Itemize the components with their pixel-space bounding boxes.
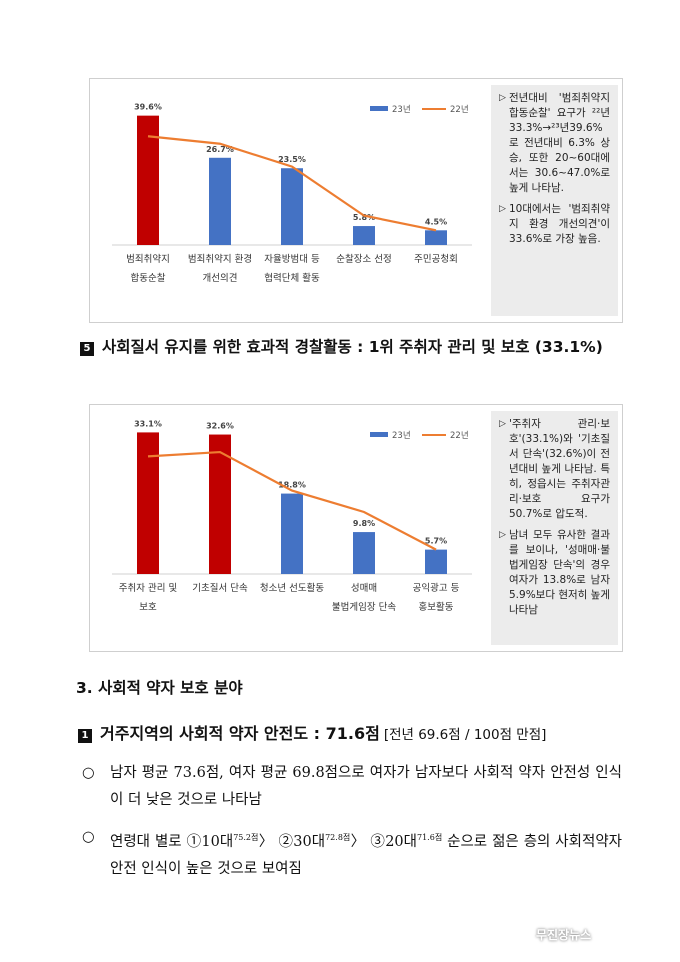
data-label: 5.7% <box>425 537 447 546</box>
bar <box>209 157 231 245</box>
bar <box>281 493 303 574</box>
category-label: 순찰장소 선정 <box>336 254 391 265</box>
bar-chart-2: 33.1% 32.6% 18.8% 9.8% 5.7% 주취자 관리 및보호 기초질서 단속… <box>112 419 472 613</box>
data-label: 5.8% <box>353 213 375 222</box>
notes-box-2: ▷ '주취자 관리·보호'(33.1%)와 '기초질서 단속'(32.6%)이 전… <box>491 411 618 645</box>
bar <box>137 432 159 574</box>
legend-label: 22년 <box>450 430 469 441</box>
category-label: 범죄취약지 환경 <box>188 253 252 265</box>
category-label: 개선의견 <box>203 272 238 284</box>
category-label: 공익광고 등 <box>413 582 460 594</box>
category-label: 홍보활동 <box>419 601 454 613</box>
note-item: ▷ '주취자 관리·보호'(33.1%)와 '기초질서 단속'(32.6%)이 전… <box>499 418 610 520</box>
number-box: 1 <box>78 729 92 743</box>
line-series <box>147 135 437 232</box>
data-label: 39.6% <box>134 103 162 112</box>
bullet-item: ○ 남자 평균 73.6점, 여자 평균 69.8점으로 여자가 남자보다 사회… <box>82 760 622 814</box>
category-label: 합동순찰 <box>131 273 166 284</box>
legend-label: 23년 <box>392 104 411 115</box>
bar <box>425 230 447 245</box>
data-label: 26.7% <box>206 145 234 154</box>
notes-box-1: ▷ 전년대비 '범죄취약지 합동순찰' 요구가 ²²년33.3%→²³년39.6%… <box>491 85 618 316</box>
legend-swatch-bar <box>370 432 388 437</box>
category-label: 기초질서 단속 <box>192 582 248 594</box>
bullet-item: ○ 연령대 별로 ①10대75.2점〉 ②30대72.8점〉 ③20대71.6점… <box>82 824 622 883</box>
data-label: 18.8% <box>278 481 306 490</box>
category-label: 범죄취약지 <box>126 253 170 265</box>
category-label: 보호 <box>139 602 157 613</box>
data-label: 32.6% <box>206 422 234 431</box>
bullet-marker: ○ <box>82 765 95 781</box>
data-label: 23.5% <box>278 155 306 164</box>
data-label: 9.8% <box>353 519 375 528</box>
legend-swatch-bar <box>370 106 388 111</box>
bar <box>425 549 447 574</box>
data-label: 4.5% <box>425 217 447 226</box>
section-title: 3. 사회적 약자 보호 분야 <box>76 679 243 697</box>
note-item: ▷ 전년대비 '범죄취약지 합동순찰' 요구가 ²²년33.3%→²³년39.6%… <box>499 92 610 194</box>
watermark-logo: 무진장뉴스 <box>536 928 592 942</box>
bar <box>209 434 231 574</box>
category-label: 청소년 선도활동 <box>260 582 324 594</box>
legend-label: 23년 <box>392 430 411 441</box>
category-label: 협력단체 활동 <box>264 272 320 284</box>
note-item: ▷ 남녀 모두 유사한 결과를 보이나, '성매매·불법게임장 단속'의 경우 여… <box>499 529 610 616</box>
bullet-marker: ○ <box>82 829 95 845</box>
category-label: 자율방범대 등 <box>264 254 320 265</box>
note-item: ▷ 10대에서는 '범죄취약지 환경 개선의견'이 33.6%로 가장 높음. <box>499 203 610 245</box>
category-label: 성매매 <box>351 583 377 594</box>
category-label: 주취자 관리 및 <box>119 582 178 594</box>
data-label: 33.1% <box>134 419 162 428</box>
bar <box>353 532 375 574</box>
bar <box>281 168 303 245</box>
bar <box>137 115 159 245</box>
number-box: 5 <box>80 342 94 356</box>
bar <box>353 226 375 245</box>
category-label: 불법게임장 단속 <box>332 601 396 613</box>
legend-label: 22년 <box>450 104 469 115</box>
subsection-heading-1: 1 거주지역의 사회적 약자 안전도 : 71.6점 [전년 69.6점 / 100… <box>78 720 546 744</box>
line-series <box>147 450 437 551</box>
category-label: 주민공청회 <box>414 254 458 265</box>
section-heading-5: 5 사회질서 유지를 위한 효과적 경찰활동 : 1위 주취자 관리 및 보호 (… <box>80 334 610 360</box>
